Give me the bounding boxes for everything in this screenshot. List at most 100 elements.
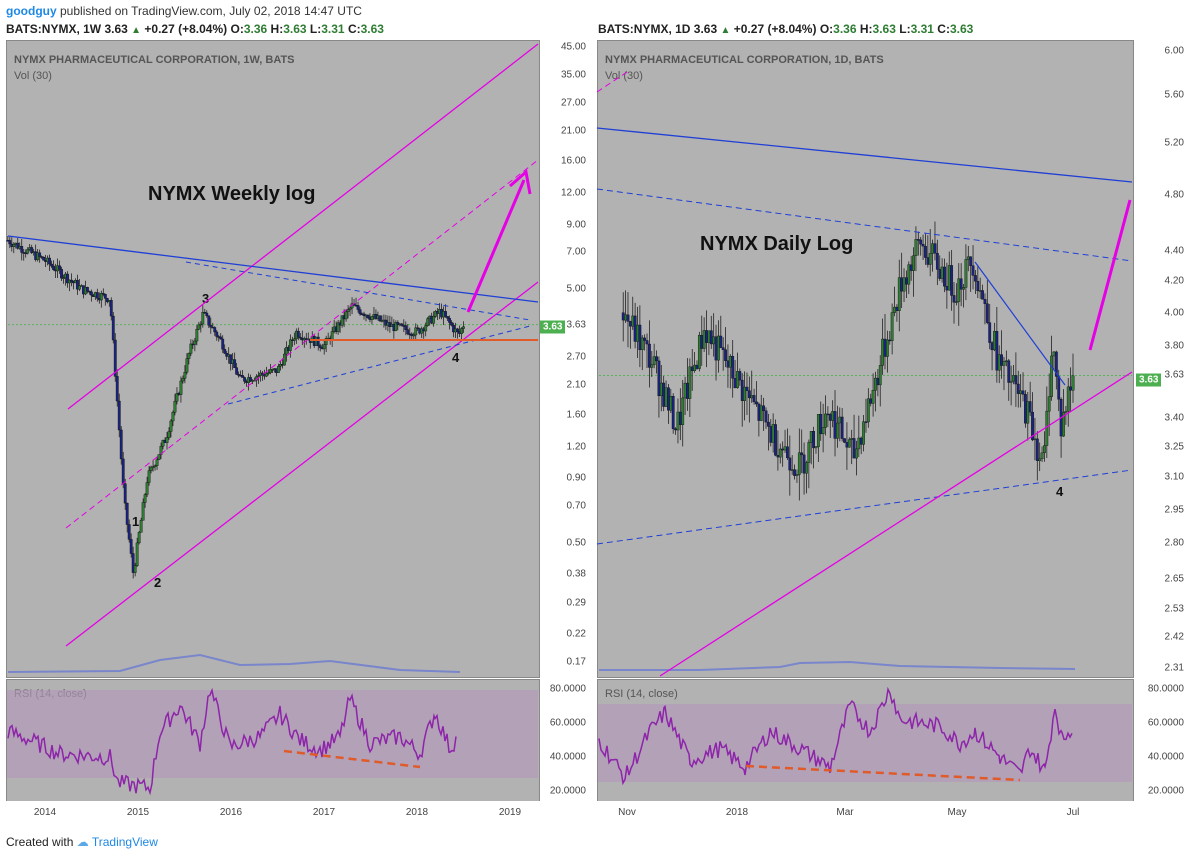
- left-candle: [292, 338, 296, 341]
- right-candle: [1009, 380, 1013, 383]
- y-tick-label: 2.80: [1164, 537, 1184, 549]
- left-price-axis[interactable]: 45.00 35.00 27.00 21.00 16.00 12.00 9.00 7.00 5.…: [540, 40, 590, 678]
- left-candle: [277, 365, 280, 373]
- right-candle: [712, 336, 716, 345]
- right-candle: [1000, 354, 1004, 366]
- right-candle: [916, 239, 920, 241]
- right-candle: [990, 342, 994, 351]
- right-symbol: BATS:NYMX, 1D: [598, 22, 691, 36]
- right-candle: [683, 382, 687, 399]
- left-candle: [20, 246, 24, 253]
- left-candle: [257, 375, 260, 377]
- right-candle: [857, 437, 861, 450]
- right-candle: [847, 439, 851, 448]
- right-candle: [843, 438, 846, 443]
- left-time-axis[interactable]: 2014 2015 2016 2017 2018 2019: [6, 801, 540, 823]
- y-tick-label: 0.90: [566, 472, 586, 484]
- right-candle: [655, 356, 658, 362]
- tradingview-brand-link[interactable]: TradingView: [91, 835, 158, 849]
- left-candle: [219, 336, 223, 340]
- y-tick-label: 40.0000: [549, 751, 586, 763]
- left-candle: [60, 269, 63, 279]
- y-tick-label: 0.29: [566, 597, 586, 609]
- y-tick-label: 0.22: [566, 628, 586, 640]
- left-current-price-box: 3.63: [540, 320, 566, 334]
- right-candle: [631, 315, 635, 327]
- low-label: L:: [899, 22, 911, 36]
- right-candle: [633, 315, 637, 342]
- high-label: H:: [270, 22, 284, 36]
- right-candle: [912, 255, 915, 271]
- low-label: L:: [309, 22, 322, 36]
- left-candle: [396, 322, 400, 325]
- right-price-pane[interactable]: [597, 40, 1134, 678]
- right-candle: [636, 324, 639, 342]
- close-label: C:: [347, 22, 361, 36]
- left-price-pane[interactable]: [6, 40, 540, 678]
- right-change: +0.27 (+8.04%): [733, 22, 817, 36]
- right-candle: [850, 438, 854, 440]
- left-rsi-axis[interactable]: 80.0000 60.0000 40.0000 20.0000: [540, 679, 590, 800]
- right-candle: [836, 422, 839, 439]
- left-candle: [370, 316, 374, 320]
- right-candle: [819, 414, 823, 435]
- left-candle: [394, 322, 398, 331]
- right-candle: [902, 277, 906, 292]
- right-candle: [862, 421, 865, 445]
- left-panel-title: NYMX PHARMACEUTICAL CORPORATION, 1W, BAT…: [14, 54, 295, 66]
- right-panel-title: NYMX PHARMACEUTICAL CORPORATION, 1D, BAT…: [605, 54, 884, 66]
- right-candle: [1064, 411, 1068, 413]
- right-candle: [676, 411, 680, 431]
- author-name[interactable]: goodguy: [6, 4, 57, 18]
- right-candle: [724, 349, 727, 361]
- left-candle: [223, 349, 227, 354]
- close-label: C:: [937, 22, 950, 36]
- right-candle: [969, 256, 973, 266]
- y-tick-label: 20.0000: [1147, 785, 1184, 797]
- right-candle: [788, 457, 792, 471]
- right-candle: [974, 275, 977, 282]
- right-candle: [740, 379, 744, 401]
- right-candle: [1071, 375, 1075, 391]
- right-candle: [878, 365, 882, 386]
- y-tick-label: 5.60: [1164, 89, 1184, 101]
- right-candle: [866, 398, 870, 423]
- left-candle: [324, 338, 328, 345]
- right-candle: [928, 253, 932, 265]
- y-tick-label: 80.0000: [1147, 683, 1184, 695]
- left-candle: [187, 353, 191, 359]
- y-tick-label: 12.00: [560, 187, 586, 199]
- left-candle: [201, 312, 205, 325]
- right-candle: [1035, 438, 1039, 461]
- left-candle: [237, 374, 241, 376]
- right-candle: [890, 312, 894, 341]
- y-tick-label: 6.00: [1164, 45, 1184, 57]
- y-tick-label: 21.00: [560, 125, 586, 137]
- right-candle: [845, 442, 849, 448]
- right-candle: [988, 322, 992, 343]
- right-candle: [959, 278, 963, 290]
- left-dashed-resistance: [185, 261, 531, 321]
- right-channel-lower: [659, 371, 1133, 677]
- tradingview-logo-icon[interactable]: ☁: [76, 835, 89, 849]
- left-candle: [173, 400, 177, 413]
- right-rsi-axis[interactable]: 80.0000 60.0000 40.0000 20.0000: [1134, 679, 1188, 800]
- right-candle: [786, 446, 789, 459]
- left-candle: [195, 329, 199, 342]
- right-low: 3.31: [910, 22, 934, 36]
- right-time-axis[interactable]: Nov 2018 Mar May Jul: [597, 801, 1134, 823]
- left-candle: [161, 440, 165, 447]
- right-candle: [840, 416, 844, 439]
- left-candle: [288, 339, 292, 351]
- left-last: 3.63: [104, 22, 128, 36]
- right-candle: [966, 256, 970, 260]
- right-candle: [702, 330, 706, 349]
- y-tick-label: 5.00: [566, 283, 586, 295]
- left-candle: [125, 502, 129, 525]
- right-candle: [893, 306, 896, 313]
- left-candle: [229, 354, 233, 364]
- y-tick-label: 0.70: [566, 500, 586, 512]
- right-chart-annotation: NYMX Daily Log: [700, 233, 854, 255]
- right-price-axis[interactable]: 6.00 5.60 5.20 4.80 4.40 4.20 4.00 3.80 3.63 3.40…: [1134, 40, 1188, 678]
- right-candle: [1024, 394, 1027, 424]
